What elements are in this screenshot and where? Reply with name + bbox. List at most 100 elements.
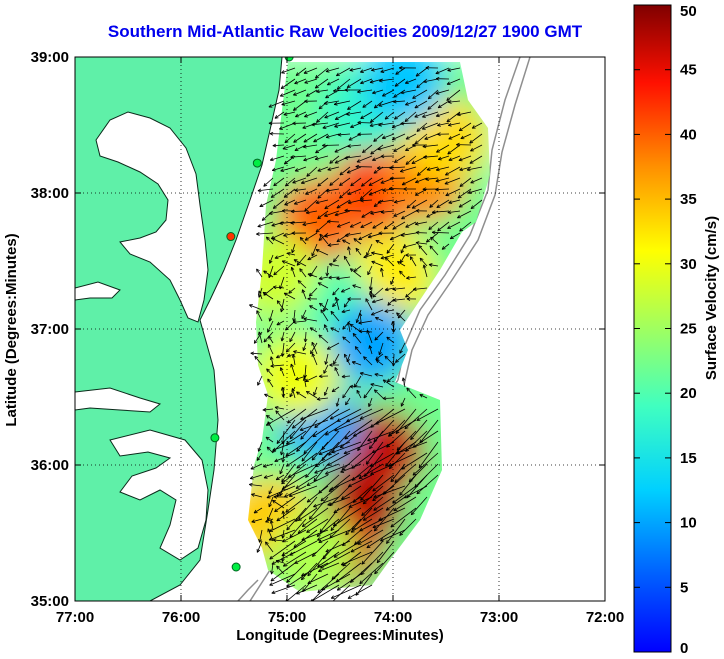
velocity-arrow bbox=[296, 584, 318, 595]
velocity-arrow bbox=[273, 265, 285, 276]
velocity-arrow bbox=[276, 300, 285, 311]
velocity-arrow bbox=[257, 375, 263, 386]
velocity-arrow bbox=[389, 176, 406, 181]
velocity-arrow bbox=[380, 254, 395, 260]
velocity-arrow bbox=[360, 198, 373, 203]
velocity-arrow bbox=[384, 355, 395, 366]
velocity-arrow bbox=[306, 474, 329, 486]
velocity-arrow bbox=[293, 89, 307, 96]
velocity-arrow bbox=[276, 353, 285, 359]
velocity-arrow bbox=[293, 350, 307, 355]
velocity-arrow bbox=[269, 518, 296, 532]
colorbar-tick-label: 45 bbox=[680, 62, 697, 79]
velocity-arrow bbox=[258, 331, 263, 344]
velocity-arrow bbox=[362, 100, 373, 108]
velocity-arrow bbox=[358, 463, 384, 480]
velocity-arrow bbox=[360, 111, 373, 120]
velocity-arrow bbox=[369, 111, 384, 123]
velocity-arrow bbox=[305, 89, 318, 97]
velocity-arrow bbox=[373, 389, 384, 399]
velocity-arrow bbox=[377, 144, 395, 151]
velocity-arrow bbox=[274, 405, 285, 410]
velocity-arrow bbox=[372, 518, 395, 529]
velocity-arrow bbox=[435, 67, 450, 75]
velocity-arrow bbox=[341, 309, 351, 314]
velocity-arrow bbox=[436, 144, 450, 153]
velocity-arrow bbox=[325, 133, 340, 139]
velocity-arrow bbox=[263, 463, 274, 468]
velocity-arrow bbox=[271, 166, 285, 172]
velocity-arrow bbox=[292, 121, 307, 126]
velocity-arrow bbox=[370, 382, 384, 388]
land bbox=[75, 57, 283, 601]
velocity-arrow bbox=[395, 67, 406, 75]
velocity-arrow bbox=[296, 254, 307, 266]
velocity-arrow bbox=[384, 287, 395, 292]
velocity-arrow bbox=[363, 254, 373, 259]
velocity-arrow bbox=[313, 496, 340, 508]
velocity-arrow bbox=[437, 132, 450, 137]
velocity-arrow bbox=[281, 260, 296, 267]
velocity-arrow bbox=[323, 324, 329, 333]
velocity-arrow bbox=[360, 177, 373, 187]
velocity-arrow bbox=[308, 496, 329, 520]
velocity-arrow bbox=[410, 496, 428, 516]
velocity-arrow bbox=[386, 518, 406, 544]
velocity-arrow bbox=[270, 188, 285, 198]
velocity-arrow bbox=[268, 210, 285, 215]
velocity-arrow bbox=[324, 353, 329, 365]
velocity-arrow bbox=[267, 378, 274, 388]
velocity-arrow bbox=[359, 188, 373, 200]
velocity-arrow bbox=[341, 287, 351, 293]
velocity-arrow bbox=[362, 485, 384, 505]
velocity-arrow bbox=[343, 441, 373, 455]
velocity-arrow bbox=[405, 253, 417, 257]
radar-station-marker bbox=[231, 562, 241, 572]
velocity-arrow bbox=[329, 408, 351, 420]
velocity-arrow bbox=[400, 232, 417, 237]
velocity-arrow bbox=[470, 177, 483, 184]
velocity-arrow bbox=[329, 363, 340, 367]
velocity-arrow bbox=[416, 122, 428, 132]
velocity-arrow bbox=[289, 386, 296, 398]
velocity-arrow bbox=[269, 356, 274, 366]
velocity-arrow bbox=[290, 221, 307, 225]
velocity-arrow bbox=[333, 540, 362, 558]
velocity-arrow bbox=[332, 298, 340, 308]
velocity-arrow bbox=[276, 419, 296, 444]
velocity-arrow bbox=[348, 496, 373, 508]
velocity-arrow bbox=[406, 199, 417, 209]
velocity-arrow bbox=[378, 231, 395, 236]
velocity-arrow bbox=[384, 256, 395, 267]
colorbar-tick-label: 10 bbox=[680, 515, 697, 532]
velocity-arrow bbox=[393, 155, 406, 163]
velocity-arrow bbox=[384, 309, 395, 313]
velocity-arrow bbox=[303, 317, 318, 322]
velocity-arrow bbox=[380, 154, 395, 159]
velocity-arrow bbox=[334, 419, 362, 432]
velocity-arrow bbox=[367, 430, 395, 442]
velocity-arrow bbox=[334, 144, 351, 153]
velocity-arrow bbox=[345, 397, 351, 406]
velocity-arrow bbox=[382, 89, 395, 97]
velocity-arrow bbox=[337, 132, 351, 137]
x-axis-ticks: 77:00 76:00 75:00 74:00 73:00 72:00 bbox=[56, 57, 624, 626]
velocity-arrow bbox=[370, 144, 384, 155]
velocity-arrow bbox=[318, 441, 351, 456]
velocity-arrow bbox=[258, 529, 263, 543]
velocity-arrow bbox=[300, 408, 329, 421]
velocity-arrow bbox=[404, 111, 417, 122]
velocity-arrow bbox=[374, 551, 395, 575]
velocity-arrow bbox=[404, 78, 417, 84]
velocity-arrow bbox=[301, 529, 329, 541]
velocity-arrow bbox=[330, 310, 340, 322]
velocity-arrow bbox=[262, 291, 274, 300]
velocity-arrow bbox=[318, 232, 329, 241]
x-tick-label: 72:00 bbox=[586, 609, 624, 626]
velocity-arrow bbox=[320, 485, 340, 502]
velocity-arrow bbox=[392, 298, 406, 302]
velocity-arrow bbox=[302, 122, 318, 129]
velocity-arrow bbox=[299, 236, 307, 245]
velocity-arrow bbox=[332, 584, 351, 601]
velocity-arrow bbox=[274, 111, 285, 119]
